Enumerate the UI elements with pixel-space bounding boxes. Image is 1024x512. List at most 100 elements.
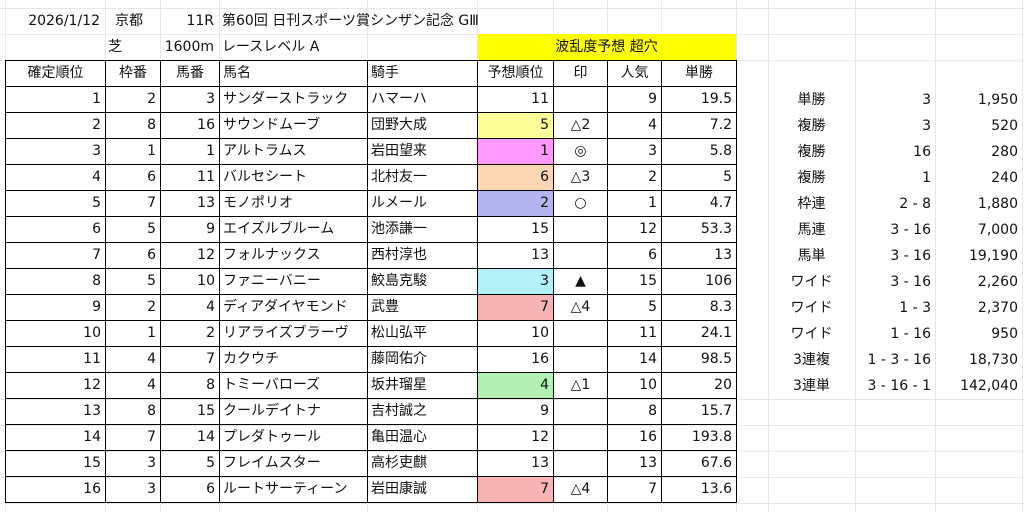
cell-pred-rank: 16 xyxy=(477,346,554,373)
cell-mark: △1 xyxy=(553,372,608,399)
payout-type: 馬単 xyxy=(797,248,826,264)
cell-odds: 106 xyxy=(661,268,737,295)
cell-jockey: ルメール xyxy=(367,190,478,217)
table-row: 9 2 4 ディアダイヤモンド 武豊 7 △4 5 8.3 xyxy=(5,294,737,321)
cell-gate: 6 xyxy=(105,164,161,191)
payout-type: 3連単 xyxy=(793,378,830,394)
payout-body: 単勝 3 1,950 複勝 3 520 複勝 16 280 複勝 1 240 枠連 2 - 8 1,880 馬… xyxy=(768,87,1022,399)
cell-finish: 12 xyxy=(5,372,106,399)
cell-horse-name: リアライズブラーヴ xyxy=(219,320,368,347)
cell-finish: 7 xyxy=(5,242,106,269)
table-row: 10 1 2 リアライズブラーヴ 松山弘平 10 11 24.1 xyxy=(5,320,737,347)
cell-horse-name: サンダーストラック xyxy=(219,86,368,113)
cell-jockey: 池添謙一 xyxy=(367,216,478,243)
results-table: 確定順位 枠番 馬番 馬名 騎手 予想順位 印 人気 単勝 1 2 3 サンダーストラ… xyxy=(5,60,737,503)
col-header-gate: 枠番 xyxy=(105,60,161,87)
cell-horse-no: 3 xyxy=(160,86,220,113)
table-row: 2 8 16 サウンドムーブ 団野大成 5 △2 4 7.2 xyxy=(5,112,737,139)
cell-pred-rank: 2 xyxy=(477,190,554,217)
cell-popularity: 4 xyxy=(607,112,662,139)
cell-gate: 7 xyxy=(105,190,161,217)
cell-horse-name: サウンドムーブ xyxy=(219,112,368,139)
table-row: 7 6 12 フォルナックス 西村淳也 13 6 13 xyxy=(5,242,737,269)
payout-combo: 1 xyxy=(922,170,931,186)
payout-row: ワイド 1 - 3 2,370 xyxy=(768,295,1022,321)
cell-horse-no: 14 xyxy=(160,424,220,451)
cell-popularity: 12 xyxy=(607,216,662,243)
payout-type: 単勝 xyxy=(797,92,826,108)
cell-horse-name: トミーバローズ xyxy=(219,372,368,399)
cell-pred-rank: 9 xyxy=(477,398,554,425)
gridline xyxy=(736,0,737,512)
payout-combo: 3 - 16 xyxy=(890,248,931,264)
cell-mark xyxy=(553,424,608,451)
cell-jockey: 藤岡佑介 xyxy=(367,346,478,373)
gridline xyxy=(0,8,1024,9)
cell-popularity: 16 xyxy=(607,424,662,451)
payout-combo: 16 xyxy=(913,144,931,160)
cell-mark: ◎ xyxy=(553,138,608,165)
payout-amount: 280 xyxy=(991,144,1018,160)
header-row: 確定順位 枠番 馬番 馬名 騎手 予想順位 印 人気 単勝 xyxy=(5,60,737,87)
payout-type: 複勝 xyxy=(797,144,826,160)
payout-amount: 7,000 xyxy=(977,222,1018,238)
gridline xyxy=(855,0,856,512)
cell-horse-no: 11 xyxy=(160,164,220,191)
cell-pred-rank: 13 xyxy=(477,450,554,477)
cell-horse-name: ファニーバニー xyxy=(219,268,368,295)
race-surface: 芝 xyxy=(108,39,122,55)
cell-gate: 5 xyxy=(105,216,161,243)
cell-odds: 53.3 xyxy=(661,216,737,243)
payout-type: 3連複 xyxy=(793,352,830,368)
payout-row: 単勝 3 1,950 xyxy=(768,87,1022,113)
cell-horse-no: 12 xyxy=(160,242,220,269)
cell-finish: 5 xyxy=(5,190,106,217)
cell-jockey: 武豊 xyxy=(367,294,478,321)
cell-odds: 13 xyxy=(661,242,737,269)
payout-amount: 2,260 xyxy=(977,274,1018,290)
payout-row: 馬連 3 - 16 7,000 xyxy=(768,217,1022,243)
cell-mark xyxy=(553,398,608,425)
cell-pred-rank: 1 xyxy=(477,138,554,165)
payout-amount: 19,190 xyxy=(969,248,1018,264)
col-header-finish: 確定順位 xyxy=(5,60,106,87)
cell-popularity: 11 xyxy=(607,320,662,347)
cell-finish: 2 xyxy=(5,112,106,139)
col-header-name: 馬名 xyxy=(219,60,368,87)
cell-popularity: 9 xyxy=(607,86,662,113)
cell-horse-no: 10 xyxy=(160,268,220,295)
cell-gate: 5 xyxy=(105,268,161,295)
cell-gate: 8 xyxy=(105,112,161,139)
col-header-jockey: 騎手 xyxy=(367,60,478,87)
cell-jockey: 鮫島克駿 xyxy=(367,268,478,295)
cell-jockey: 松山弘平 xyxy=(367,320,478,347)
cell-mark: △4 xyxy=(553,294,608,321)
cell-popularity: 14 xyxy=(607,346,662,373)
payout-combo: 3 xyxy=(922,92,931,108)
payout-row: 3連複 1 - 3 - 16 18,730 xyxy=(768,347,1022,373)
race-level: レースレベル A xyxy=(222,39,320,55)
cell-horse-no: 7 xyxy=(160,346,220,373)
cell-odds: 193.8 xyxy=(661,424,737,451)
payout-combo: 1 - 16 xyxy=(890,326,931,342)
payout-type: 馬連 xyxy=(797,222,826,238)
cell-pred-rank: 4 xyxy=(477,372,554,399)
cell-horse-name: プレダトゥール xyxy=(219,424,368,451)
payout-amount: 950 xyxy=(991,326,1018,342)
col-header-odds: 単勝 xyxy=(661,60,737,87)
cell-pred-rank: 15 xyxy=(477,216,554,243)
cell-horse-no: 1 xyxy=(160,138,220,165)
payout-combo: 2 - 8 xyxy=(899,196,931,212)
payout-row: 複勝 16 280 xyxy=(768,139,1022,165)
cell-jockey: 岩田康誠 xyxy=(367,476,478,503)
cell-gate: 2 xyxy=(105,294,161,321)
race-distance: 1600m xyxy=(164,39,214,55)
table-row: 1 2 3 サンダーストラック ハマーハ 11 9 19.5 xyxy=(5,86,737,113)
payout-type: ワイド xyxy=(790,300,833,316)
cell-gate: 4 xyxy=(105,372,161,399)
cell-horse-name: クールデイトナ xyxy=(219,398,368,425)
cell-odds: 15.7 xyxy=(661,398,737,425)
payout-amount: 240 xyxy=(991,170,1018,186)
race-number: 11R xyxy=(186,13,214,29)
